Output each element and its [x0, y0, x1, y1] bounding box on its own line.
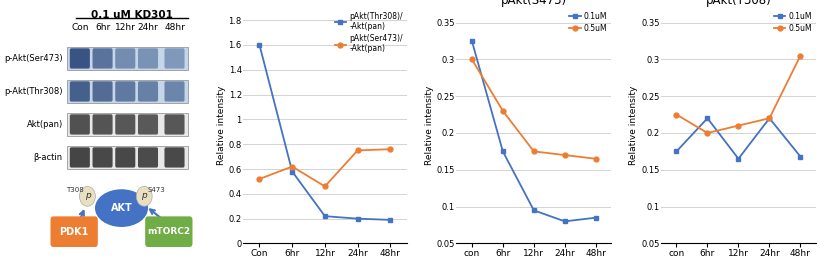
pAkt(Thr308)/
-Akt(pan) [352, 217, 362, 220]
Legend: 0.1uM, 0.5uM: 0.1uM, 0.5uM [567, 10, 609, 34]
0.1uM [794, 155, 804, 158]
Text: p-Akt(Thr308): p-Akt(Thr308) [4, 87, 63, 96]
FancyBboxPatch shape [138, 48, 158, 69]
0.5uM [733, 124, 743, 127]
Circle shape [136, 186, 152, 206]
Line: 0.5uM: 0.5uM [468, 57, 598, 161]
0.5uM [590, 157, 600, 160]
FancyBboxPatch shape [115, 114, 135, 135]
Line: pAkt(Thr308)/
-Akt(pan): pAkt(Thr308)/ -Akt(pan) [256, 42, 392, 222]
Line: 0.1uM: 0.1uM [468, 39, 598, 224]
pAkt(Ser473)/
-Akt(pan) [287, 165, 296, 168]
Legend: 0.1uM, 0.5uM: 0.1uM, 0.5uM [771, 10, 812, 34]
pAkt(Thr308)/
-Akt(pan) [287, 170, 296, 173]
FancyBboxPatch shape [145, 216, 192, 247]
Text: 12hr: 12hr [115, 23, 136, 32]
FancyBboxPatch shape [70, 48, 90, 69]
Line: pAkt(Ser473)/
-Akt(pan): pAkt(Ser473)/ -Akt(pan) [256, 147, 392, 189]
Y-axis label: Relative intensity: Relative intensity [424, 86, 433, 165]
Text: 6hr: 6hr [95, 23, 110, 32]
FancyBboxPatch shape [70, 81, 90, 102]
FancyBboxPatch shape [93, 81, 112, 102]
Y-axis label: Relative intensity: Relative intensity [216, 86, 225, 165]
FancyBboxPatch shape [138, 114, 158, 135]
Text: Con: Con [71, 23, 88, 32]
Text: T308: T308 [66, 188, 84, 193]
FancyBboxPatch shape [93, 114, 112, 135]
Text: mTORC2: mTORC2 [147, 227, 190, 236]
Text: AKT: AKT [111, 203, 132, 213]
FancyBboxPatch shape [70, 147, 90, 168]
0.1uM [763, 117, 773, 120]
FancyBboxPatch shape [66, 113, 188, 136]
Text: PDK1: PDK1 [60, 227, 88, 237]
FancyBboxPatch shape [51, 216, 97, 247]
FancyBboxPatch shape [93, 147, 112, 168]
0.5uM [763, 117, 773, 120]
Text: 0.1 uM KD301: 0.1 uM KD301 [91, 10, 173, 20]
FancyBboxPatch shape [138, 81, 158, 102]
0.1uM [702, 117, 712, 120]
0.5uM [497, 109, 507, 112]
Text: p: p [141, 191, 147, 200]
Text: S473: S473 [147, 188, 165, 193]
pAkt(Ser473)/
-Akt(pan) [254, 177, 264, 181]
Text: β-actin: β-actin [34, 153, 63, 162]
Line: 0.5uM: 0.5uM [673, 53, 802, 135]
pAkt(Thr308)/
-Akt(pan) [319, 215, 329, 218]
FancyBboxPatch shape [165, 48, 184, 69]
Y-axis label: Relative intensity: Relative intensity [628, 86, 637, 165]
0.1uM [671, 150, 681, 153]
0.5uM [528, 150, 538, 153]
pAkt(Thr308)/
-Akt(pan) [385, 218, 395, 221]
Title: pAkt(S473): pAkt(S473) [500, 0, 566, 6]
Text: p-Akt(Ser473): p-Akt(Ser473) [4, 54, 63, 63]
FancyBboxPatch shape [66, 80, 188, 103]
0.1uM [528, 209, 538, 212]
0.5uM [794, 54, 804, 57]
0.5uM [466, 58, 476, 61]
0.1uM [497, 150, 507, 153]
pAkt(Ser473)/
-Akt(pan) [352, 149, 362, 152]
Text: p: p [84, 191, 90, 200]
FancyBboxPatch shape [66, 47, 188, 70]
FancyBboxPatch shape [115, 81, 135, 102]
0.5uM [671, 113, 681, 116]
FancyBboxPatch shape [115, 147, 135, 168]
0.1uM [590, 216, 600, 219]
FancyBboxPatch shape [165, 147, 184, 168]
FancyBboxPatch shape [93, 48, 112, 69]
Legend: pAkt(Thr308)/
-Akt(pan), pAkt(Ser473)/
-Akt(pan): pAkt(Thr308)/ -Akt(pan), pAkt(Ser473)/ -… [333, 10, 404, 55]
Text: 24hr: 24hr [138, 23, 158, 32]
0.1uM [466, 39, 476, 42]
0.5uM [559, 154, 569, 157]
pAkt(Ser473)/
-Akt(pan) [385, 148, 395, 151]
FancyBboxPatch shape [165, 114, 184, 135]
pAkt(Ser473)/
-Akt(pan) [319, 185, 329, 188]
FancyBboxPatch shape [138, 147, 158, 168]
Text: Akt(pan): Akt(pan) [26, 120, 63, 129]
Ellipse shape [95, 189, 147, 227]
pAkt(Thr308)/
-Akt(pan) [254, 44, 264, 47]
0.1uM [559, 220, 569, 223]
FancyBboxPatch shape [66, 146, 188, 169]
0.5uM [702, 131, 712, 134]
FancyBboxPatch shape [70, 114, 90, 135]
FancyBboxPatch shape [165, 81, 184, 102]
Title: pAkt(T308): pAkt(T308) [704, 0, 771, 6]
FancyBboxPatch shape [115, 48, 135, 69]
Line: 0.1uM: 0.1uM [673, 116, 802, 161]
Text: 48hr: 48hr [164, 23, 185, 32]
0.1uM [733, 157, 743, 160]
Circle shape [79, 186, 95, 206]
